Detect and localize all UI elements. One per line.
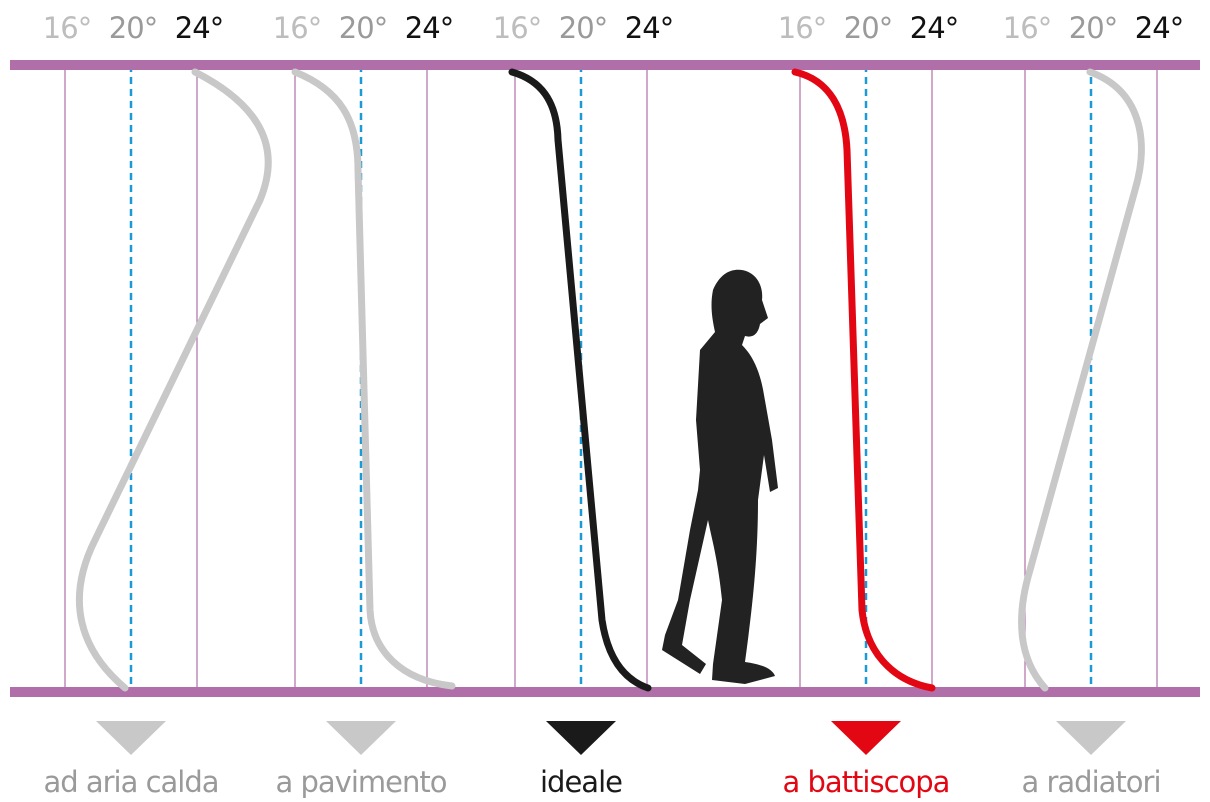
bottom-bar <box>10 687 1200 697</box>
temperature-label: 24° <box>175 11 223 45</box>
temperature-profile <box>291 68 456 690</box>
temperature-label: 20° <box>559 11 607 45</box>
temperature-label: 20° <box>1069 11 1117 45</box>
top-bar <box>10 60 1200 70</box>
system-label: ad aria calda <box>43 765 218 799</box>
temperature-label: 16° <box>1003 11 1051 45</box>
marker-triangle <box>96 721 166 755</box>
system-label: ideale <box>540 765 622 799</box>
temperature-label: 20° <box>339 11 387 45</box>
temperature-label: 16° <box>273 11 321 45</box>
system-label: a pavimento <box>276 765 447 799</box>
person-silhouette <box>662 269 778 684</box>
temperature-label: 24° <box>910 11 958 45</box>
temperature-label: 20° <box>109 11 157 45</box>
temperature-profile <box>75 68 272 692</box>
system-label: a radiatori <box>1021 765 1160 799</box>
temperature-label: 20° <box>844 11 892 45</box>
temperature-label: 16° <box>43 11 91 45</box>
temperature-label: 24° <box>1135 11 1183 45</box>
marker-triangle <box>1056 721 1126 755</box>
temperature-label: 24° <box>625 11 673 45</box>
temperature-profile <box>791 68 936 692</box>
temperature-label: 16° <box>778 11 826 45</box>
temperature-profile <box>508 68 652 692</box>
marker-triangle <box>326 721 396 755</box>
temperature-profile <box>1018 68 1145 692</box>
temperature-label: 16° <box>493 11 541 45</box>
marker-triangle <box>546 721 616 755</box>
marker-triangle <box>831 721 901 755</box>
temperature-label: 24° <box>405 11 453 45</box>
system-label: a battiscopa <box>783 765 950 799</box>
